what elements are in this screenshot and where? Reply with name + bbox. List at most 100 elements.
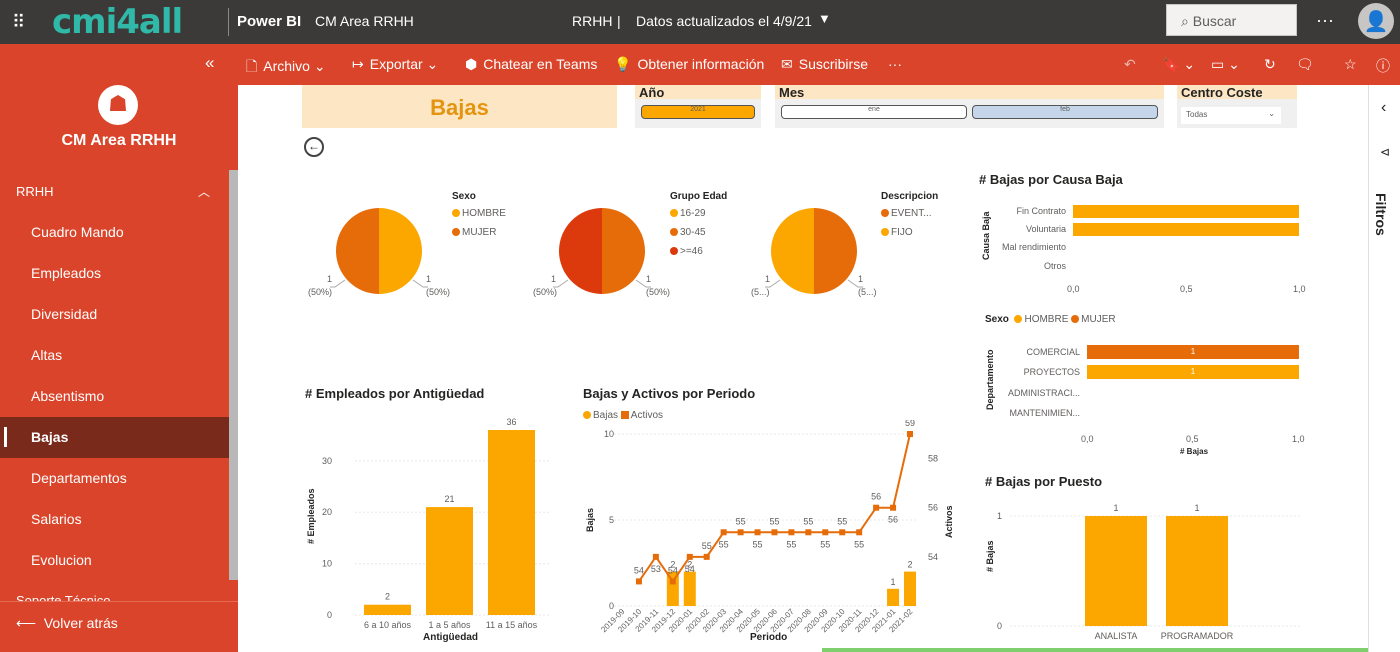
- slicer-option-2021[interactable]: 2021: [641, 105, 755, 119]
- pie-slice-fijo[interactable]: [771, 208, 814, 294]
- nav-salarios[interactable]: Salarios: [31, 511, 82, 527]
- nav-evolucion[interactable]: Evolucion: [31, 552, 92, 568]
- activos-data-label: 55: [820, 539, 830, 549]
- pie-sexo: [330, 208, 428, 294]
- legend-item[interactable]: >=46: [670, 246, 727, 257]
- refresh-icon[interactable]: ↻: [1264, 56, 1276, 72]
- sidebar-scrollbar[interactable]: [229, 170, 238, 580]
- activos-data-label: 55: [769, 516, 779, 526]
- nav-empleados[interactable]: Empleados: [31, 265, 102, 281]
- legend-item[interactable]: 16-29: [670, 208, 727, 219]
- legend-dot: [670, 209, 678, 217]
- filters-label[interactable]: Filtros: [1373, 193, 1389, 236]
- pie-sexo-label-right-count: 1: [426, 274, 432, 284]
- pie-slice-event[interactable]: [814, 208, 857, 294]
- app-name[interactable]: Power BI: [237, 13, 302, 30]
- chevron-up-icon[interactable]: ︿: [198, 185, 211, 199]
- command-bar: « 🗋 Archivo ⌄ ↦ Exportar ⌄ ⬢ Chatear en Tea…: [0, 44, 1400, 85]
- legend-item[interactable]: MUJER: [452, 227, 506, 238]
- legend-item[interactable]: Activos: [620, 410, 663, 421]
- activos-data-label: 55: [854, 539, 864, 549]
- legend-item[interactable]: 30-45: [670, 227, 727, 238]
- chevron-down-icon[interactable]: ▼: [818, 11, 831, 26]
- expand-filters-icon[interactable]: ‹: [1381, 99, 1387, 116]
- nav-diversidad[interactable]: Diversidad: [31, 306, 98, 322]
- y-tick-label: 0: [609, 601, 614, 611]
- teams-chat-button[interactable]: ⬢ Chatear en Teams: [465, 56, 597, 73]
- causa-bar-1[interactable]: [1073, 223, 1299, 236]
- legend-item[interactable]: FIJO: [881, 227, 938, 238]
- causa-bar-0[interactable]: [1073, 205, 1299, 218]
- dep-bar-0-1[interactable]: 1: [1087, 345, 1299, 359]
- archivo-menu[interactable]: 🗋 Archivo ⌄: [246, 58, 326, 74]
- nav-bajas[interactable]: Bajas: [0, 417, 229, 458]
- y-tick-label: 20: [322, 507, 332, 517]
- slicer-option-ene[interactable]: ene: [781, 105, 967, 119]
- dep-bar-1-0[interactable]: 1: [1087, 365, 1299, 379]
- bajas-data-label: 2: [670, 560, 675, 570]
- app-launcher-icon[interactable]: ⠿: [12, 12, 26, 32]
- nav-departamentos[interactable]: Departamentos: [31, 470, 127, 486]
- search-input[interactable]: ⌕ Buscar: [1166, 4, 1297, 36]
- legend-item[interactable]: MUJER: [1071, 314, 1116, 325]
- centro-coste-dropdown[interactable]: Todas ⌄: [1181, 107, 1281, 124]
- bajas-activos-legend: Bajas Activos: [583, 410, 663, 421]
- pie-slice-46[interactable]: [559, 208, 602, 294]
- chevron-down-icon: ⌄: [1268, 109, 1275, 118]
- chart-title-bajas-activos: Bajas y Activos por Periodo: [583, 386, 756, 401]
- back-arrow-button[interactable]: ←: [304, 137, 324, 157]
- nav-altas[interactable]: Altas: [31, 347, 63, 363]
- reset-icon[interactable]: ↶: [1124, 56, 1136, 72]
- back-label: Volver atrás: [43, 615, 118, 631]
- legend-label: 16-29: [680, 208, 706, 219]
- chart-title-bajas-puesto: # Bajas por Puesto: [985, 474, 1103, 489]
- pie-edad-label-left-pct: (50%): [533, 287, 558, 297]
- pie-slice-mujer[interactable]: [336, 208, 379, 294]
- bajas-bar-2021-01: [887, 588, 900, 606]
- nav-cuadro-mando[interactable]: Cuadro Mando: [31, 224, 124, 240]
- subscribe-button[interactable]: ✉ Suscribirse: [781, 56, 868, 73]
- activos-data-label: 55: [702, 541, 712, 551]
- workspace-name[interactable]: CM Area RRHH: [315, 13, 414, 29]
- user-avatar[interactable]: 👤: [1358, 3, 1394, 39]
- back-button[interactable]: ⟵ Volver atrás: [0, 601, 238, 644]
- bajas-puesto-chart: 0 1 1 ANALISTA 1 PROGRAMADOR: [997, 503, 1300, 641]
- collapse-nav-icon[interactable]: «: [205, 53, 215, 72]
- activos-marker-2020-05: [754, 529, 761, 536]
- bajas-activos-y-label: Bajas: [585, 507, 595, 532]
- favorite-star-icon[interactable]: ☆: [1344, 56, 1357, 72]
- view-icon[interactable]: ▭ ⌄: [1211, 56, 1240, 72]
- loading-progress-bar: [822, 648, 1368, 652]
- get-insights-button[interactable]: 💡 Obtener información: [614, 56, 764, 73]
- pie-slice-hombre[interactable]: [379, 208, 422, 294]
- legend-dot: [1071, 315, 1080, 323]
- legend-item[interactable]: EVENT...: [881, 208, 938, 219]
- section-header-rrhh[interactable]: RRHH: [16, 184, 54, 199]
- legend-title: Grupo Edad: [670, 191, 728, 202]
- filter-icon[interactable]: ⊲: [1380, 145, 1391, 159]
- brand-logo: cmi4all: [52, 2, 183, 42]
- y-tick-label: 10: [322, 559, 332, 569]
- pie-slice-30-45[interactable]: [602, 208, 645, 294]
- more-options-icon[interactable]: ···: [1316, 10, 1334, 30]
- activos-marker-2019-12: [669, 578, 676, 585]
- more-commands-icon[interactable]: ···: [888, 56, 902, 72]
- legend-item[interactable]: Bajas: [583, 410, 618, 421]
- slicer-anio: Año 2021: [635, 85, 761, 128]
- bookmark-icon[interactable]: 🔖 ⌄: [1162, 56, 1196, 72]
- data-updated-text[interactable]: Datos actualizados el 4/9/21: [636, 13, 812, 29]
- top-bar: ⠿ cmi4all Power BI CM Area RRHH RRHH | D…: [0, 0, 1400, 44]
- comment-icon[interactable]: 🗨: [1296, 56, 1314, 72]
- legend-item[interactable]: HOMBRE: [452, 208, 506, 219]
- slicer-option-feb[interactable]: feb: [972, 105, 1158, 119]
- causa-tick-1: 0,5: [1180, 284, 1193, 294]
- app-title: CM Area RRHH: [61, 132, 177, 149]
- activos-marker-2020-12: [873, 504, 880, 511]
- info-icon[interactable]: ⓘ: [1376, 58, 1390, 74]
- legend-item[interactable]: HOMBRE: [1014, 314, 1068, 325]
- nav-absentismo[interactable]: Absentismo: [31, 388, 105, 404]
- nav-soporte-tecnico[interactable]: Soporte Técnico: [16, 593, 111, 601]
- legend-label: HOMBRE: [1024, 314, 1069, 325]
- exportar-menu[interactable]: ↦ Exportar ⌄: [352, 56, 439, 72]
- activos-data-label: 55: [837, 516, 847, 526]
